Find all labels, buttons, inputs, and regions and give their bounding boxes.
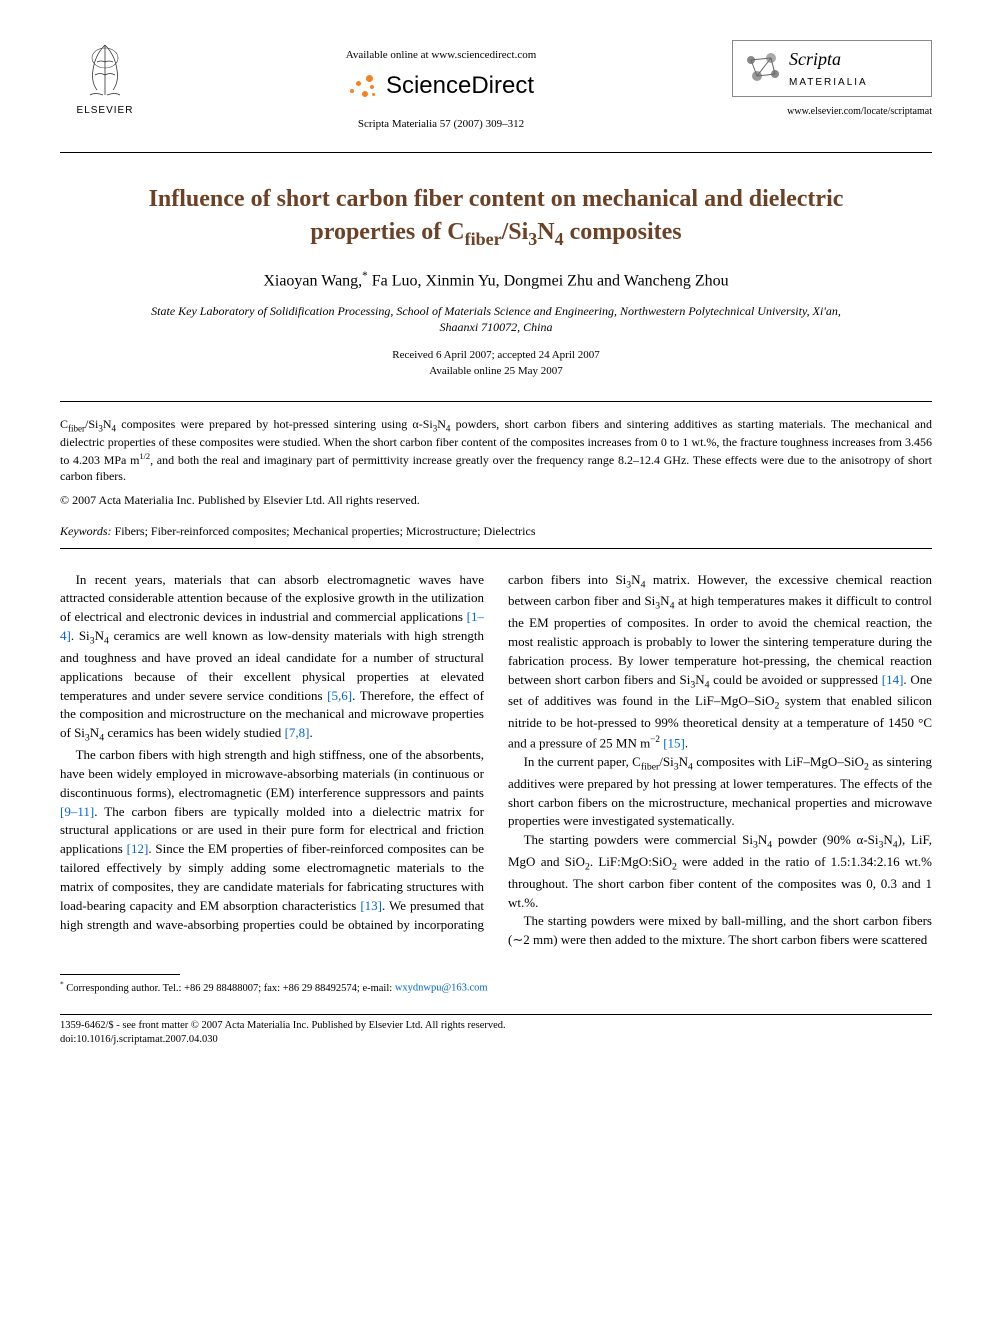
abstract-copyright: © 2007 Acta Materialia Inc. Published by… <box>60 492 932 509</box>
online-date: Available online 25 May 2007 <box>60 364 932 379</box>
body-columns: In recent years, materials that can abso… <box>60 571 932 950</box>
footnote-email[interactable]: wxydnwpu@163.com <box>395 983 488 994</box>
sciencedirect-logo: ScienceDirect <box>150 69 732 103</box>
received-date: Received 6 April 2007; accepted 24 April… <box>60 348 932 363</box>
available-online-text: Available online at www.sciencedirect.co… <box>150 48 732 63</box>
footnote-text: * Corresponding author. Tel.: +86 29 884… <box>60 983 395 994</box>
journal-name-caps: MATERIALIA <box>789 77 868 88</box>
footer-block: 1359-6462/$ - see front matter © 2007 Ac… <box>60 1019 932 1047</box>
footer-rule <box>60 1014 932 1015</box>
footer-line-1: 1359-6462/$ - see front matter © 2007 Ac… <box>60 1019 932 1033</box>
body-paragraph-5: The starting powders were mixed by ball-… <box>508 912 932 950</box>
abstract-bottom-rule <box>60 548 932 549</box>
corresponding-author-footnote: * Corresponding author. Tel.: +86 29 884… <box>60 979 932 996</box>
body-paragraph-3: In the current paper, Cfiber/Si3N4 compo… <box>508 753 932 831</box>
authors-line: Xiaoyan Wang,* Fa Luo, Xinmin Yu, Dongme… <box>60 269 932 293</box>
elsevier-label: ELSEVIER <box>77 104 134 118</box>
journal-logo-box: Scripta MATERIALIA <box>732 40 932 97</box>
journal-block: Scripta MATERIALIA www.elsevier.com/loca… <box>732 40 932 119</box>
elsevier-tree-icon <box>75 40 135 100</box>
sciencedirect-text: ScienceDirect <box>386 69 534 103</box>
center-header: Available online at www.sciencedirect.co… <box>150 40 732 132</box>
sciencedirect-dots-icon <box>348 71 378 101</box>
article-title: Influence of short carbon fiber content … <box>100 183 892 250</box>
dates-block: Received 6 April 2007; accepted 24 April… <box>60 348 932 379</box>
keywords-text: Fibers; Fiber-reinforced composites; Mec… <box>112 524 536 538</box>
journal-name-italic: Scripta <box>789 49 841 69</box>
journal-molecule-icon <box>743 52 783 86</box>
abstract-text: Cfiber/Si3N4 composites were prepared by… <box>60 416 932 484</box>
body-paragraph-1: In recent years, materials that can abso… <box>60 571 484 746</box>
citation-text: Scripta Materialia 57 (2007) 309–312 <box>150 117 732 132</box>
footer-line-2: doi:10.1016/j.scriptamat.2007.04.030 <box>60 1033 932 1047</box>
body-paragraph-4: The starting powders were commercial Si3… <box>508 831 932 912</box>
keywords-label: Keywords: <box>60 524 112 538</box>
affiliation-text: State Key Laboratory of Solidification P… <box>140 303 852 337</box>
header-rule <box>60 152 932 153</box>
elsevier-logo-block: ELSEVIER <box>60 40 150 118</box>
header-row: ELSEVIER Available online at www.science… <box>60 40 932 132</box>
page-container: ELSEVIER Available online at www.science… <box>0 0 992 1087</box>
keywords-line: Keywords: Fibers; Fiber-reinforced compo… <box>60 523 932 540</box>
footnote-separator <box>60 974 180 975</box>
journal-url: www.elsevier.com/locate/scriptamat <box>732 105 932 119</box>
